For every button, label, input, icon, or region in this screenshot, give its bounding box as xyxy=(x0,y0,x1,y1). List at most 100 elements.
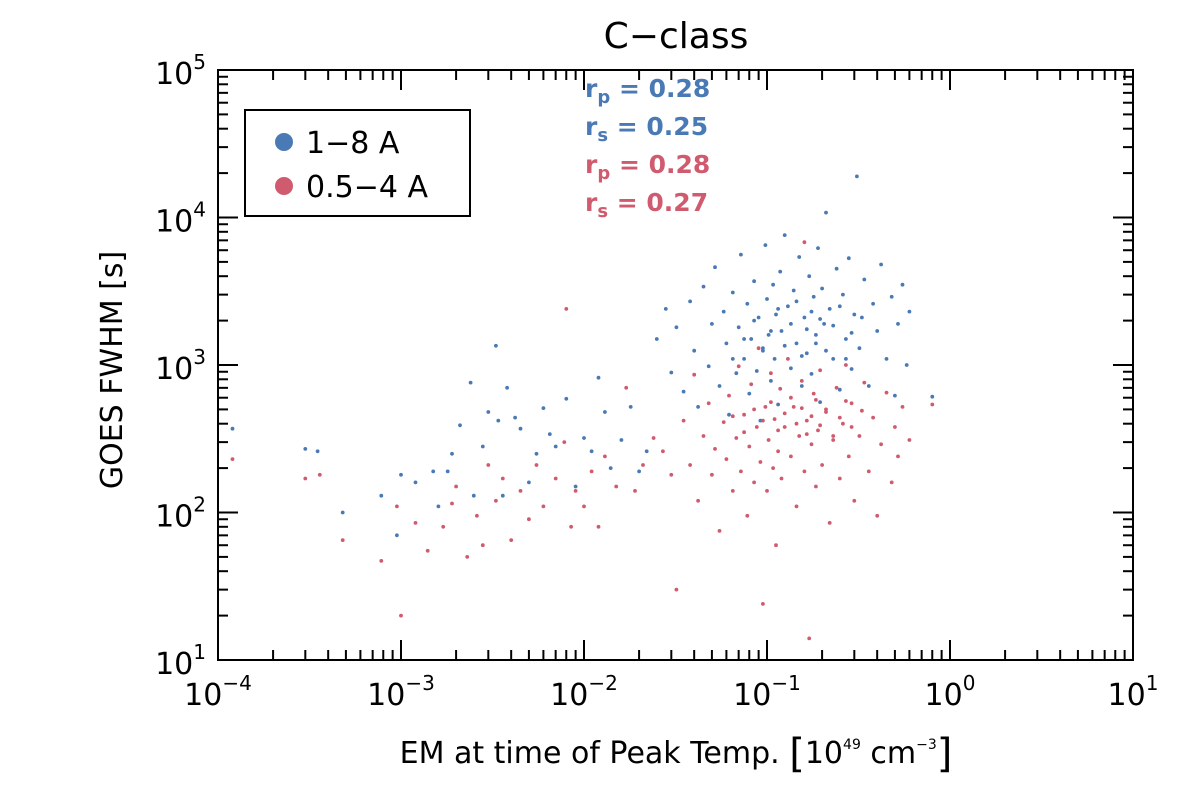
data-point-series-0 xyxy=(734,371,739,376)
data-point-series-1 xyxy=(860,408,864,413)
data-point-series-1 xyxy=(763,405,768,409)
data-point-series-1 xyxy=(824,407,828,412)
data-point-series-1 xyxy=(633,489,637,493)
data-point-series-0 xyxy=(681,389,686,394)
data-point-series-0 xyxy=(779,329,784,333)
data-point-series-1 xyxy=(866,469,871,474)
data-point-series-1 xyxy=(340,538,345,542)
data-point-series-1 xyxy=(674,587,679,592)
data-point-series-0 xyxy=(513,415,517,420)
data-point-series-0 xyxy=(713,265,717,270)
data-point-series-1 xyxy=(450,501,454,506)
data-point-series-1 xyxy=(879,442,883,447)
legend-marker-0.5-4a xyxy=(275,177,293,195)
data-point-series-1 xyxy=(582,504,586,509)
data-point-series-1 xyxy=(779,476,784,481)
data-point-series-0 xyxy=(900,282,905,287)
data-point-series-1 xyxy=(862,380,867,385)
data-point-series-0 xyxy=(841,292,845,297)
data-point-series-0 xyxy=(824,348,828,353)
data-point-series-0 xyxy=(799,354,804,358)
data-point-series-0 xyxy=(628,405,633,409)
legend-label-0.5-4a: 0.5−4 A xyxy=(306,170,428,205)
data-point-series-0 xyxy=(884,357,889,361)
data-point-series-1 xyxy=(752,407,756,412)
data-point-series-0 xyxy=(603,410,607,414)
data-point-series-0 xyxy=(752,318,756,323)
data-point-series-0 xyxy=(879,262,883,267)
data-point-series-1 xyxy=(893,425,897,429)
data-point-series-0 xyxy=(303,447,308,451)
data-point-series-1 xyxy=(761,418,765,423)
data-point-series-1 xyxy=(303,476,308,481)
data-point-series-1 xyxy=(794,504,799,509)
data-point-series-0 xyxy=(807,274,812,279)
data-point-series-1 xyxy=(724,457,729,461)
data-point-series-0 xyxy=(907,309,912,314)
data-point-series-1 xyxy=(900,405,905,409)
data-point-series-0 xyxy=(547,432,552,436)
data-point-series-1 xyxy=(776,428,780,433)
data-point-series-1 xyxy=(564,307,569,311)
data-point-series-1 xyxy=(475,513,479,518)
x-tick-label: 101 xyxy=(1108,671,1159,713)
data-point-series-0 xyxy=(505,385,509,390)
data-point-series-1 xyxy=(518,489,523,493)
data-point-series-1 xyxy=(742,412,746,417)
data-point-series-1 xyxy=(727,393,731,398)
data-point-series-1 xyxy=(837,476,842,481)
data-point-series-1 xyxy=(669,472,674,477)
data-point-series-1 xyxy=(802,240,807,245)
data-point-series-1 xyxy=(837,415,842,420)
data-point-series-1 xyxy=(739,469,743,474)
data-point-series-0 xyxy=(413,480,418,485)
data-point-series-0 xyxy=(756,315,761,320)
data-point-series-1 xyxy=(747,444,752,449)
data-point-series-1 xyxy=(782,425,787,429)
data-point-series-1 xyxy=(661,449,665,454)
data-point-series-0 xyxy=(468,380,473,385)
data-point-series-0 xyxy=(721,309,726,314)
data-point-series-1 xyxy=(509,538,514,542)
data-point-series-0 xyxy=(527,480,531,485)
data-point-series-0 xyxy=(804,351,809,356)
data-point-series-0 xyxy=(745,301,750,306)
data-point-series-0 xyxy=(553,444,558,449)
data-point-series-1 xyxy=(745,513,750,518)
data-point-series-0 xyxy=(765,297,769,301)
data-point-series-0 xyxy=(782,343,787,348)
data-point-series-1 xyxy=(930,402,935,407)
data-point-series-1 xyxy=(841,421,845,426)
y-tick-label: 101 xyxy=(155,640,206,682)
data-point-series-1 xyxy=(641,463,645,467)
data-point-series-0 xyxy=(340,510,345,515)
data-point-series-1 xyxy=(710,472,714,477)
data-point-series-1 xyxy=(889,480,894,485)
data-point-series-0 xyxy=(458,423,462,428)
data-point-series-1 xyxy=(500,476,505,481)
data-point-series-1 xyxy=(756,346,761,351)
data-point-series-1 xyxy=(569,524,573,529)
x-tick-label: 10−2 xyxy=(550,671,618,713)
data-point-series-0 xyxy=(846,256,851,261)
data-point-series-1 xyxy=(317,472,322,477)
data-point-series-0 xyxy=(494,343,498,348)
data-point-series-1 xyxy=(814,484,818,489)
data-point-series-1 xyxy=(761,602,765,606)
data-point-series-1 xyxy=(852,498,857,503)
data-point-series-0 xyxy=(822,322,826,326)
chart-title: C−class xyxy=(604,16,749,57)
data-point-series-0 xyxy=(724,341,729,346)
data-point-series-0 xyxy=(739,252,743,257)
data-point-series-1 xyxy=(875,513,880,518)
data-point-series-0 xyxy=(582,436,586,440)
data-point-series-1 xyxy=(596,524,601,529)
data-point-series-1 xyxy=(807,636,812,641)
data-point-series-0 xyxy=(395,533,399,538)
data-point-series-0 xyxy=(766,333,771,337)
data-point-series-1 xyxy=(776,449,780,454)
correlation-annotation: rp = 0.28 xyxy=(585,74,710,108)
data-point-series-0 xyxy=(379,493,384,498)
data-point-series-0 xyxy=(674,325,679,330)
